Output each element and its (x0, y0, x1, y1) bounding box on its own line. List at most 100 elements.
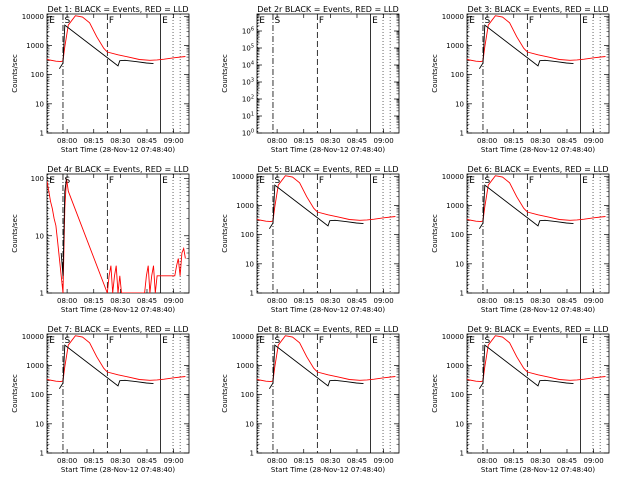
xtick-label: 08:45 (347, 137, 367, 145)
xtick-label: 08:30 (320, 297, 340, 305)
y-axis-label: Counts/sec (431, 214, 439, 253)
xtick-label: 09:00 (374, 297, 394, 305)
y-axis-label: Counts/sec (11, 374, 19, 413)
marker-label-e: E (582, 16, 588, 26)
marker-label-e: E (582, 176, 588, 186)
marker-label-f: F (529, 176, 534, 186)
plot-frame (466, 13, 610, 134)
series-group (257, 175, 396, 229)
x-axis-label: Start Time (28-Nov-12 07:48:40) (271, 146, 385, 154)
marker-label-e: E (49, 176, 55, 186)
panel-det-7: Det 7: BLACK = Events, RED = LLD 1 10 100 10… (11, 325, 190, 474)
marker-label-f: F (109, 176, 114, 186)
ytick-label: 1000 (446, 362, 464, 370)
marker-label-e: E (372, 336, 378, 346)
xtick-label: 08:45 (137, 137, 157, 145)
ytick-label: 10000 (22, 13, 44, 21)
xtick-label: 08:30 (110, 137, 130, 145)
ytick-label: 100 (31, 71, 44, 79)
panel-title: Det 8: BLACK = Events, RED = LLD (258, 325, 399, 334)
marker-label-f: F (529, 16, 534, 26)
ytick-label: 1000 (26, 42, 44, 50)
panel-title: Det 3: BLACK = Events, RED = LLD (468, 5, 609, 14)
ytick-label: 10 (35, 232, 44, 240)
marker-label-s: S (64, 336, 70, 346)
marker-label-e: E (469, 336, 475, 346)
panel-title: Det 9: BLACK = Events, RED = LLD (468, 325, 609, 334)
xtick-label: 08:30 (530, 297, 550, 305)
xtick-label: 08:45 (347, 297, 367, 305)
marker-label-f: F (319, 336, 324, 346)
ytick-label: 1000 (446, 202, 464, 210)
ytick-label: 10000 (22, 333, 44, 341)
panel-det-3: Det 3: BLACK = Events, RED = LLD 1 10 100 10… (431, 5, 610, 154)
marker-label-e: E (372, 16, 378, 26)
marker-label-e: E (259, 16, 265, 26)
xtick-label: 09:00 (164, 297, 184, 305)
marker-label-s: S (64, 16, 70, 26)
marker-label-e: E (259, 336, 265, 346)
series-line-events (479, 344, 574, 389)
marker-label-s: S (274, 16, 280, 26)
xtick-label: 08:15 (504, 137, 524, 145)
ytick-label: 1 (40, 450, 44, 458)
y-axis-label: Counts/sec (221, 54, 229, 93)
xtick-label: 08:00 (57, 137, 77, 145)
panel-title: Det 6: BLACK = Events, RED = LLD (468, 165, 609, 174)
xtick-label: 08:15 (84, 457, 104, 465)
ytick-label: 1 (250, 290, 254, 298)
series-group (47, 178, 186, 293)
xtick-label: 08:30 (530, 457, 550, 465)
marker-label-e: E (469, 176, 475, 186)
ytick-label: 1 (250, 450, 254, 458)
xtick-label: 09:00 (584, 137, 604, 145)
marker-label-s: S (484, 176, 490, 186)
marker-label-f: F (319, 16, 324, 26)
panel-title: Det 5: BLACK = Events, RED = LLD (258, 165, 399, 174)
series-group (257, 335, 396, 389)
series-line-events (59, 24, 154, 69)
xtick-label: 09:00 (584, 297, 604, 305)
plot-frame (46, 13, 190, 134)
y-axis-label: Counts/sec (221, 214, 229, 253)
x-axis-label: Start Time (28-Nov-12 07:48:40) (481, 146, 595, 154)
ytick-label: 10 (455, 260, 464, 268)
series-group (467, 15, 606, 69)
ytick-label: 1000 (26, 362, 44, 370)
x-axis-label: Start Time (28-Nov-12 07:48:40) (271, 306, 385, 314)
xtick-label: 09:00 (374, 137, 394, 145)
series-line-events (269, 184, 364, 229)
xtick-label: 08:00 (477, 297, 497, 305)
marker-label-s: S (274, 336, 280, 346)
ytick-label: 100 (451, 391, 464, 399)
ytick-label: 10 (35, 100, 44, 108)
marker-label-s: S (64, 176, 70, 186)
xtick-label: 08:45 (347, 457, 367, 465)
ytick-label: 100 (241, 231, 254, 239)
series-line-events (60, 178, 67, 276)
series-line-lld (47, 178, 186, 293)
ytick-label: 103 (242, 78, 254, 87)
marker-label-e: E (162, 336, 168, 346)
panel-det-8: Det 8: BLACK = Events, RED = LLD 1 10 100 10… (221, 325, 400, 474)
panel-det-1: Det 1: BLACK = Events, RED = LLD 1 10 100 10… (11, 5, 190, 154)
panel-det-5: Det 5: BLACK = Events, RED = LLD 1 10 100 10… (221, 165, 400, 314)
series-line-events (479, 184, 574, 229)
xtick-label: 08:15 (504, 297, 524, 305)
marker-label-s: S (484, 16, 490, 26)
ytick-label: 10 (455, 420, 464, 428)
xtick-label: 08:30 (530, 137, 550, 145)
panel-det-2: Det 2r BLACK = Events, RED = LLD 100 101 10… (221, 5, 400, 154)
panel-det-6: Det 6: BLACK = Events, RED = LLD 1 10 100 10… (431, 165, 610, 314)
series-group (467, 175, 606, 229)
marker-label-e: E (372, 176, 378, 186)
xtick-label: 08:30 (320, 457, 340, 465)
plot-frame (256, 173, 400, 294)
marker-label-s: S (484, 336, 490, 346)
ytick-label: 1 (460, 130, 464, 138)
series-group (47, 15, 186, 69)
xtick-label: 08:00 (57, 297, 77, 305)
ytick-label: 10000 (442, 333, 464, 341)
xtick-label: 08:15 (504, 457, 524, 465)
ytick-label: 100 (451, 71, 464, 79)
